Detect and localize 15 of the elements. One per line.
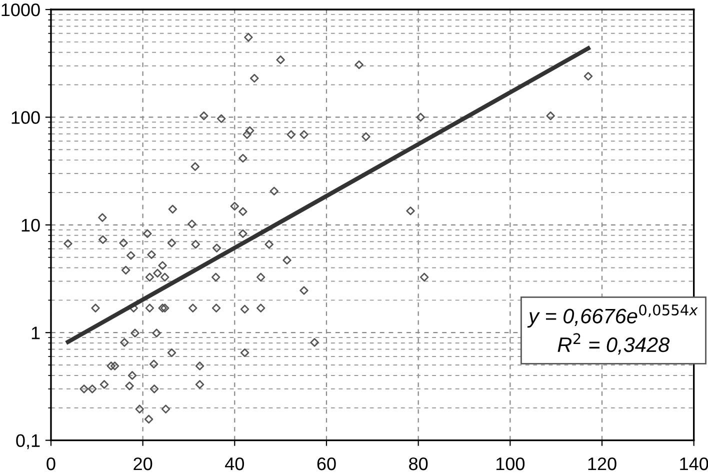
y-tick-label: 0,1 (16, 434, 40, 450)
x-tick-label: 0 (46, 457, 56, 470)
y-tick-label: 1 (32, 326, 40, 340)
x-tick-label: 140 (680, 457, 708, 470)
y-tick-label: 1000 (2, 3, 40, 16)
annotation: y = 0,6676e$^{0,0554x}$ (527, 304, 698, 328)
x-tick-label: 20 (134, 457, 152, 470)
y-tick-label: 10 (22, 218, 40, 232)
y-tick-label: 100 (12, 111, 40, 124)
x-tick-label: 40 (225, 457, 244, 470)
x-tick-label: 80 (409, 457, 428, 470)
x-tick-label: 100 (496, 457, 525, 470)
x-tick-label: 120 (588, 457, 616, 470)
x-tick-label: 60 (317, 457, 336, 470)
annotation: R$^{2}$ = 0,3428 (558, 333, 670, 355)
